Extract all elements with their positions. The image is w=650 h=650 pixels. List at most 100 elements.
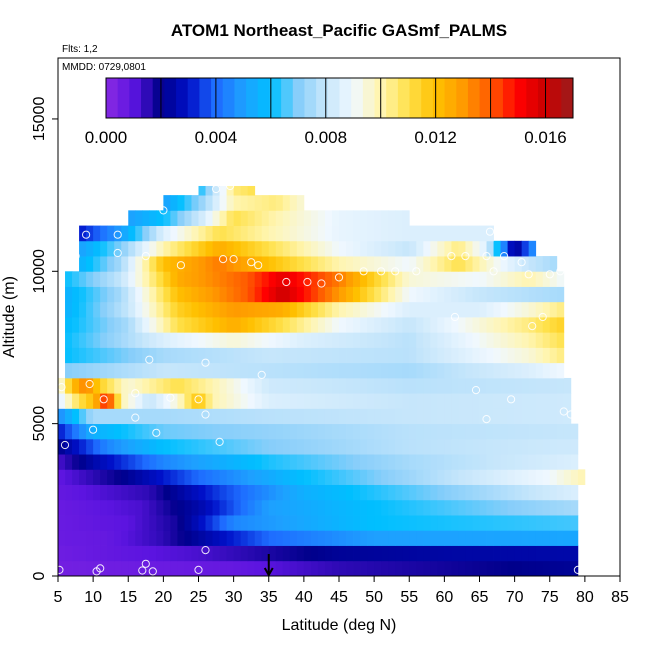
heatmap-cell: [409, 347, 417, 364]
colorbar-segment: [316, 78, 329, 118]
heatmap-cell: [135, 332, 143, 348]
heatmap-cell: [444, 225, 452, 242]
heatmap-cell: [107, 377, 115, 394]
heatmap-cell: [521, 515, 530, 531]
heatmap-cell: [282, 423, 291, 440]
heatmap-cell: [100, 286, 108, 303]
colorbar-segment: [117, 78, 130, 118]
heatmap-cell: [247, 195, 256, 211]
heatmap-cell: [423, 393, 431, 409]
heatmap-cell: [514, 484, 523, 501]
heatmap-cell: [521, 317, 530, 333]
heatmap-cell: [177, 484, 185, 501]
heatmap-cell: [430, 225, 438, 242]
heatmap-cell: [107, 240, 115, 257]
heatmap-cell: [254, 484, 263, 501]
heatmap-cell: [317, 545, 326, 562]
heatmap-cell: [114, 347, 122, 364]
heatmap-cell: [156, 210, 164, 226]
heatmap-cell: [240, 225, 249, 242]
heatmap-cell: [93, 286, 101, 303]
heatmap-cell: [184, 454, 192, 470]
observation-point: [141, 559, 150, 568]
heatmap-cell: [451, 240, 459, 257]
heatmap-cell: [542, 332, 551, 348]
heatmap-cell: [212, 332, 220, 348]
heatmap-cell: [556, 560, 565, 577]
heatmap-cell: [528, 408, 537, 425]
heatmap-cell: [374, 347, 382, 364]
heatmap-cell: [58, 469, 66, 485]
heatmap-cell: [289, 499, 298, 516]
heatmap-cell: [353, 438, 361, 455]
heatmap-cell: [353, 393, 361, 409]
heatmap-cell: [367, 271, 375, 287]
heatmap-cell: [479, 484, 487, 501]
observation-point: [377, 267, 386, 276]
heatmap-cell: [535, 393, 544, 409]
x-tick-label: 30: [225, 589, 243, 606]
heatmap-cell: [367, 225, 375, 242]
heatmap-cell: [205, 185, 213, 196]
observation-points: [55, 181, 583, 576]
heatmap-cell: [430, 362, 438, 379]
heatmap-cell: [93, 256, 101, 272]
heatmap-cell: [247, 317, 256, 333]
heatmap-cell: [142, 515, 150, 531]
heatmap-cell: [500, 515, 508, 531]
heatmap-cell: [331, 332, 340, 348]
heatmap-cell: [317, 317, 326, 333]
heatmap-cell: [191, 362, 199, 379]
heatmap-cell: [128, 560, 136, 577]
heatmap-cell: [219, 377, 227, 394]
heatmap-cell: [275, 438, 284, 455]
heatmap-cell: [100, 225, 108, 242]
heatmap-cell: [430, 271, 438, 287]
heatmap-cell: [549, 515, 558, 531]
heatmap-cell: [360, 225, 368, 242]
heatmap-cell: [324, 332, 333, 348]
heatmap-cell: [395, 271, 403, 287]
heatmap-cell: [374, 317, 382, 333]
heatmap-cell: [416, 545, 424, 562]
heatmap-cell: [472, 499, 480, 516]
heatmap-cell: [521, 438, 530, 455]
heatmap-cell: [500, 317, 508, 333]
heatmap-cell: [479, 256, 487, 272]
heatmap-cell: [367, 499, 375, 516]
observation-point: [359, 267, 368, 276]
heatmap-cell: [395, 240, 403, 257]
heatmap-cell: [374, 225, 382, 242]
heatmap-cell: [226, 438, 235, 455]
colorbar-segment: [141, 78, 154, 118]
heatmap-cell: [289, 301, 298, 318]
heatmap-cell: [451, 530, 459, 546]
heatmap-cell: [261, 286, 270, 303]
heatmap-cell: [570, 484, 579, 501]
heatmap-cell: [58, 377, 66, 394]
heatmap-cell: [268, 484, 277, 501]
heatmap-cell: [121, 393, 129, 409]
heatmap-cell: [226, 515, 235, 531]
heatmap-cell: [191, 408, 199, 425]
heatmap-cell: [556, 469, 565, 485]
heatmap-cell: [324, 210, 333, 226]
heatmap-cell: [331, 515, 340, 531]
heatmap-cell: [170, 499, 178, 516]
heatmap-cell: [191, 347, 199, 364]
heatmap-cell: [135, 545, 143, 562]
heatmap-cell: [570, 545, 579, 562]
heatmap-cell: [437, 408, 445, 425]
heatmap-cell: [486, 454, 494, 470]
heatmap-cell: [317, 454, 326, 470]
heatmap-cell: [163, 408, 171, 425]
heatmap-cell: [514, 515, 523, 531]
heatmap-cell: [205, 210, 213, 226]
heatmap-cell: [135, 515, 143, 531]
heatmap-cell: [219, 256, 227, 272]
heatmap-cell: [268, 408, 277, 425]
colorbar: [105, 77, 574, 119]
heatmap-cell: [275, 195, 284, 211]
heatmap-cell: [282, 317, 291, 333]
heatmap-cell: [93, 225, 101, 242]
